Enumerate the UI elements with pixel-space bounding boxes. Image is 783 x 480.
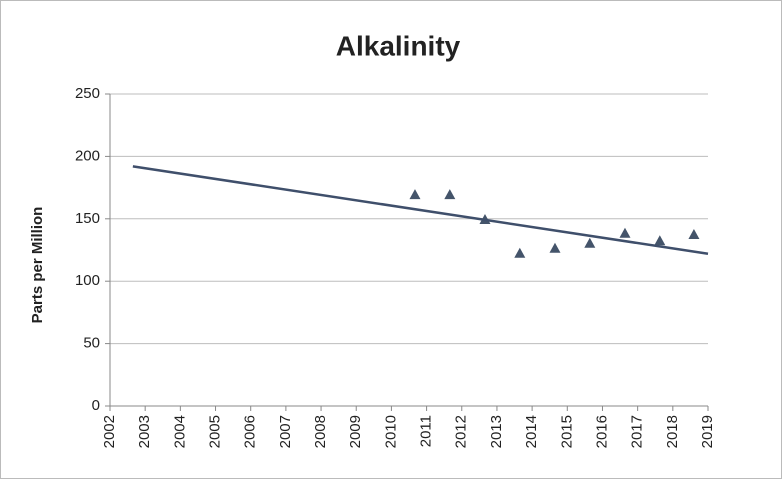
x-tick-label: 2018 [664,415,681,448]
y-tick-label: 50 [83,335,100,352]
point [549,242,561,253]
point [409,189,421,200]
x-tick-label: 2015 [558,415,575,448]
chart-title: Alkalinity [336,30,461,61]
y-tick-label: 150 [75,210,100,227]
x-tick-label: 2006 [242,415,259,448]
point [688,229,700,240]
x-tick-label: 2002 [101,415,118,448]
x-tick-label: 2013 [488,415,505,448]
y-tick-label: 0 [92,397,100,414]
point [654,235,666,246]
y-tick-label: 200 [75,147,100,164]
x-tick-label: 2010 [382,415,399,448]
x-tick-label: 2007 [277,415,294,448]
x-tick-label: 2017 [629,415,646,448]
x-tick-label: 2009 [347,415,364,448]
x-tick-label: 2004 [171,415,188,448]
y-tick-label: 250 [75,85,100,102]
point [514,247,526,258]
point [584,237,596,248]
x-tick-label: 2005 [206,415,223,448]
y-tick-label: 100 [75,272,100,289]
x-tick-label: 2011 [418,415,435,447]
point [444,189,456,200]
x-tick-label: 2014 [523,415,540,448]
x-tick-label: 2012 [453,415,470,448]
x-tick-label: 2003 [136,415,153,448]
point [619,227,631,238]
x-tick-label: 2019 [699,415,716,448]
x-tick-label: 2008 [312,415,329,448]
y-axis-label: Parts per Million [29,207,46,324]
trend-line [132,165,709,255]
x-tick-label: 2016 [593,415,610,448]
